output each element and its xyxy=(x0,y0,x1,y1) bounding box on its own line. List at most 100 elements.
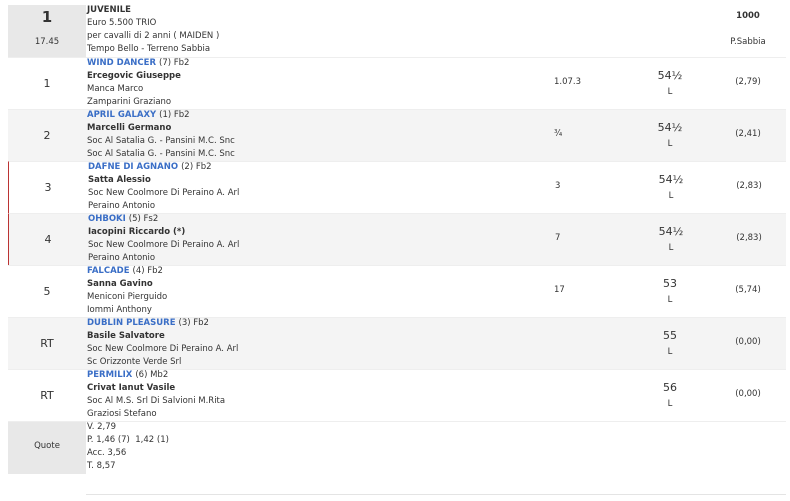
odds: (0,00) xyxy=(735,389,761,399)
horse-info: (4) Fb2 xyxy=(132,266,163,276)
result-row: 1 WIND DANCER (7) Fb2 Ercegovic Giuseppe Man… xyxy=(8,57,786,109)
horse-name[interactable]: PERMILIX xyxy=(87,370,133,380)
trainer: Graziosi Stefano xyxy=(87,409,157,419)
race-number: 1 xyxy=(41,8,53,26)
jockey: Basile Salvatore xyxy=(87,331,165,341)
horse-info: (5) Fs2 xyxy=(128,214,159,224)
horse-info: (2) Fb2 xyxy=(181,162,212,172)
odds: (2,79) xyxy=(735,77,761,87)
medication: L xyxy=(668,191,674,201)
horse-name[interactable]: FALCADE xyxy=(87,266,130,276)
position: 4 xyxy=(44,233,52,246)
gap: 1.07.3 xyxy=(554,77,582,87)
gap: 7 xyxy=(555,233,561,243)
horse-name[interactable]: WIND DANCER xyxy=(87,58,157,68)
medication: L xyxy=(667,295,673,305)
owner: Soc New Coolmore Di Peraino A. Arl xyxy=(87,344,239,354)
result-row: RT DUBLIN PLEASURE (3) Fb2 Basile Salvatore… xyxy=(8,317,786,369)
position: RT xyxy=(40,389,54,402)
weight: 54½ xyxy=(658,173,684,186)
horse-line: OHBOKI (5) Fs2 xyxy=(88,213,158,226)
horse-line: DAFNE DI AGNANO (2) Fb2 xyxy=(88,161,212,174)
horse-name[interactable]: DAFNE DI AGNANO xyxy=(88,162,179,172)
result-row: 4 OHBOKI (5) Fs2 Iacopini Riccardo (*) Soc N… xyxy=(8,213,786,265)
odds: (2,83) xyxy=(736,181,762,191)
race-info: per cavalli di 2 anni ( MAIDEN ) xyxy=(87,31,220,41)
jockey: Marcelli Germano xyxy=(87,123,172,133)
next-row xyxy=(86,494,786,501)
jockey: Satta Alessio xyxy=(88,175,151,185)
owner: Soc New Coolmore Di Peraino A. Arl xyxy=(88,188,240,198)
trainer: Sc Orizzonte Verde Srl xyxy=(87,357,182,367)
race-title: JUVENILE xyxy=(87,5,131,15)
race-time: 17.45 xyxy=(34,37,60,47)
quote-line: T. 8,57 xyxy=(87,461,116,471)
quote-line: V. 2,79 xyxy=(87,422,117,432)
weight: 54½ xyxy=(657,121,683,134)
owner: Meniconi Pierguido xyxy=(87,292,168,302)
race-track: P.Sabbia xyxy=(730,37,766,47)
horse-name[interactable]: DUBLIN PLEASURE xyxy=(87,318,176,328)
trainer: Peraino Antonio xyxy=(88,253,156,263)
horse-info: (7) Fb2 xyxy=(159,58,190,68)
odds: (2,83) xyxy=(736,233,762,243)
trainer: Zamparini Graziano xyxy=(87,97,172,107)
owner: Manca Marco xyxy=(87,84,144,94)
jockey: Sanna Gavino xyxy=(87,279,153,289)
medication: L xyxy=(667,87,673,97)
owner: Soc New Coolmore Di Peraino A. Arl xyxy=(88,240,240,250)
result-row: 2 APRIL GALAXY (1) Fb2 Marcelli Germano Soc … xyxy=(8,109,786,161)
race-info: Euro 5.500 TRIO xyxy=(87,18,157,28)
weight: 54½ xyxy=(658,225,684,238)
trainer: Peraino Antonio xyxy=(88,201,156,211)
gap: ¾ xyxy=(554,129,563,139)
horse-name[interactable]: APRIL GALAXY xyxy=(87,110,157,120)
medication: L xyxy=(667,139,673,149)
horse-name[interactable]: OHBOKI xyxy=(88,214,126,224)
medication: L xyxy=(667,347,673,357)
weight: 53 xyxy=(663,277,677,290)
result-row: 3 DAFNE DI AGNANO (2) Fb2 Satta Alessio Soc … xyxy=(8,161,786,213)
gap: 3 xyxy=(555,181,561,191)
horse-line: FALCADE (4) Fb2 xyxy=(87,265,163,278)
quote-cell xyxy=(8,422,86,474)
horse-line: WIND DANCER (7) Fb2 xyxy=(87,57,189,70)
horse-line: APRIL GALAXY (1) Fb2 xyxy=(87,109,190,122)
quote-row: Quote V. 2,79 P. 1,46 (7) 1,42 (1) Acc. 3,5… xyxy=(8,421,786,474)
horse-line: DUBLIN PLEASURE (3) Fb2 xyxy=(87,317,209,330)
position: 5 xyxy=(43,285,51,298)
header-cell xyxy=(8,5,86,57)
horse-line: PERMILIX (6) Mb2 xyxy=(87,369,168,382)
horse-info: (3) Fb2 xyxy=(178,318,209,328)
trainer: Iommi Anthony xyxy=(87,305,152,315)
quote-line: Acc. 3,56 xyxy=(87,448,127,458)
trainer: Soc Al Satalia G. - Pansini M.C. Snc xyxy=(87,149,235,159)
medication: L xyxy=(668,243,674,253)
result-row: 5 FALCADE (4) Fb2 Sanna Gavino Meniconi Pier… xyxy=(8,265,786,317)
gap: 17 xyxy=(554,285,565,295)
weight: 56 xyxy=(663,381,677,394)
quote-label: Quote xyxy=(34,441,60,451)
jockey: Ercegovic Giuseppe xyxy=(87,71,181,81)
jockey: Iacopini Riccardo (*) xyxy=(88,227,186,237)
weight: 54½ xyxy=(657,69,683,82)
jockey: Crivat Ianut Vasile xyxy=(87,383,176,393)
odds: (2,41) xyxy=(735,129,761,139)
owner: Soc Al Satalia G. - Pansini M.C. Snc xyxy=(87,136,235,146)
weight: 55 xyxy=(663,329,677,342)
race-distance: 1000 xyxy=(736,11,760,21)
position: RT xyxy=(40,337,54,350)
quote-line: P. 1,46 (7) 1,42 (1) xyxy=(87,435,169,445)
position: 1 xyxy=(43,77,51,90)
medication: L xyxy=(667,399,673,409)
horse-info: (1) Fb2 xyxy=(159,110,190,120)
odds: (0,00) xyxy=(735,337,761,347)
horse-info: (6) Mb2 xyxy=(135,370,169,380)
race-info: Tempo Bello - Terreno Sabbia xyxy=(87,44,211,54)
position: 3 xyxy=(44,181,52,194)
position: 2 xyxy=(43,129,51,142)
result-row: RT PERMILIX (6) Mb2 Crivat Ianut Vasile Soc … xyxy=(8,369,786,421)
owner: Soc Al M.S. Srl Di Salvioni M.Rita xyxy=(87,396,226,406)
